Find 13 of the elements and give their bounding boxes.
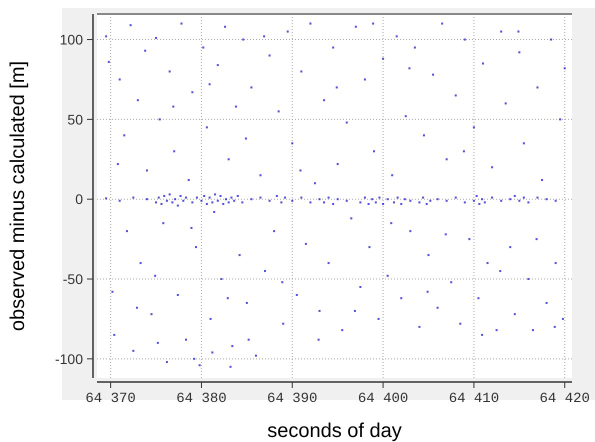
x-tick-label: 64 390 — [267, 391, 318, 407]
y-tick-label: -100 — [54, 350, 84, 367]
x-tick-label: 64 410 — [448, 391, 500, 407]
x-axis-title: seconds of day — [267, 420, 402, 442]
y-tick-label: 50 — [67, 111, 84, 128]
x-tick-label: 64 370 — [85, 391, 136, 407]
y-tick-label: 100 — [60, 32, 84, 48]
y-tick-label: -50 — [62, 271, 84, 288]
x-tick-label: 64 380 — [176, 391, 227, 407]
x-tick-label: 64 420 — [540, 391, 590, 407]
y-tick-label: 0 — [75, 191, 84, 208]
y-axis-title: observed minus calculated [m] — [7, 60, 29, 332]
x-tick-label: 64 400 — [358, 391, 408, 407]
